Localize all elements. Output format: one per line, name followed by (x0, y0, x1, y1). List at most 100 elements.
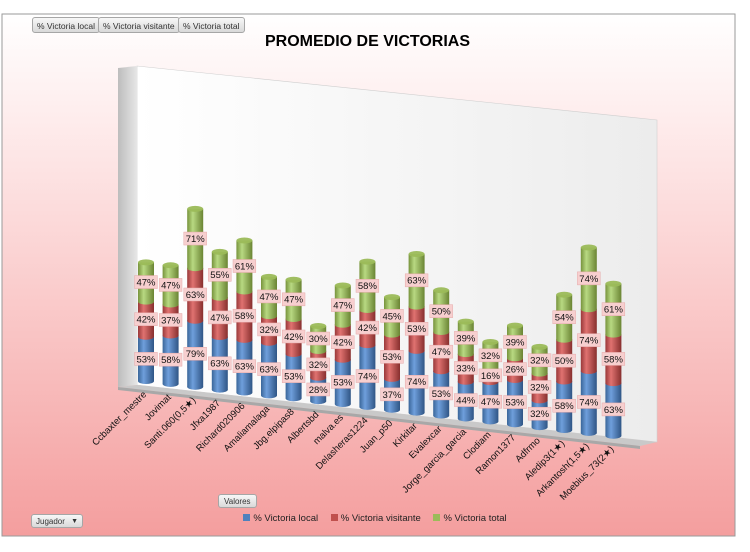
filter-visitante-button[interactable]: % Victoria visitante (98, 17, 180, 33)
data-label-box (257, 289, 281, 304)
bar-top-total (433, 287, 450, 294)
data-label-local: 74% (407, 377, 427, 388)
data-label-total: 74% (579, 274, 599, 285)
data-label-total: 61% (604, 305, 624, 316)
data-label-box (208, 310, 232, 325)
data-label-box (232, 308, 257, 323)
data-label-visitante: 32% (530, 382, 550, 393)
data-label-visitante: 42% (136, 315, 156, 326)
data-label-box (306, 382, 330, 397)
data-label-local: 63% (259, 364, 279, 375)
data-label-local: 53% (333, 377, 353, 388)
data-label-box (478, 394, 503, 409)
data-label-box (281, 329, 306, 344)
filter-total-button[interactable]: % Victoria total (178, 17, 245, 33)
data-label-box (331, 298, 355, 312)
data-label-visitante: 50% (555, 356, 575, 367)
data-label-local: 28% (309, 385, 329, 396)
data-label-total: 30% (309, 334, 329, 345)
data-label-total: 47% (284, 295, 304, 306)
data-label-visitante: 53% (407, 324, 427, 335)
data-label-local: 53% (505, 397, 525, 408)
bar-top-total (605, 280, 622, 287)
jugador-filter-dropdown[interactable]: Jugador ▼ (31, 514, 83, 528)
data-label-local: 63% (604, 405, 624, 416)
data-label-box (380, 350, 404, 364)
data-label-box (478, 368, 503, 383)
values-field-button[interactable]: Valores (218, 494, 257, 508)
side-wall (118, 66, 137, 387)
data-label-total: 47% (136, 277, 156, 288)
data-label-box (183, 287, 207, 302)
data-label-box (577, 395, 601, 409)
legend-item-total: % Victoria total (433, 513, 507, 524)
data-label-visitante: 32% (259, 325, 279, 336)
data-label-local: 63% (210, 359, 230, 370)
legend-item-local: % Victoria local (243, 513, 318, 524)
data-label-visitante: 47% (432, 347, 452, 358)
data-label-box (158, 278, 183, 292)
filter-local-button[interactable]: % Victoria local (32, 17, 100, 33)
data-label-local: 44% (456, 395, 476, 406)
data-label-box (404, 273, 429, 288)
chart-title: PROMEDIO DE VICTORIAS (264, 33, 471, 50)
bar-top-total (187, 205, 204, 212)
data-label-total: 32% (481, 351, 501, 362)
data-label-box (454, 361, 478, 375)
data-label-total: 47% (259, 292, 279, 303)
chart-floor (118, 385, 657, 446)
bar-top-total (236, 237, 253, 244)
data-label-total: 50% (432, 307, 452, 318)
data-label-total: 32% (530, 356, 550, 367)
data-label-total: 47% (333, 300, 353, 311)
data-label-visitante: 33% (456, 363, 476, 374)
data-label-total: 47% (161, 280, 181, 291)
bar-top-total (531, 343, 548, 350)
bar-top-total (482, 338, 499, 345)
data-label-box (281, 292, 306, 307)
data-label-box (158, 313, 183, 327)
data-label-box (183, 347, 207, 361)
data-label-local: 79% (186, 349, 206, 360)
data-label-visitante: 42% (358, 323, 378, 334)
data-label-box (552, 353, 576, 368)
bar-top-total (384, 294, 400, 301)
data-label-visitante: 32% (309, 360, 329, 371)
data-label-box (232, 359, 257, 373)
data-label-local: 47% (481, 397, 501, 408)
data-label-box (208, 268, 232, 282)
data-label-total: 58% (358, 281, 378, 292)
data-label-box (527, 353, 552, 368)
data-label-local: 53% (432, 389, 452, 400)
chevron-down-icon: ▼ (71, 518, 78, 525)
data-label-box (355, 279, 380, 293)
data-label-box (454, 393, 478, 407)
data-label-total: 71% (186, 234, 206, 245)
data-label-box (478, 348, 503, 363)
data-label-box (306, 357, 330, 372)
data-label-visitante: 37% (161, 315, 181, 326)
legend-swatch-visitante (330, 514, 338, 521)
data-label-local: 53% (284, 372, 304, 383)
bar-top-total (359, 258, 376, 265)
legend-label-local: % Victoria local (253, 513, 319, 524)
data-label-box (527, 380, 552, 394)
data-label-box (601, 402, 626, 417)
data-label-box (232, 259, 257, 273)
data-label-box (601, 352, 626, 366)
data-label-total: 63% (407, 276, 427, 287)
data-label-visitante: 53% (382, 352, 402, 363)
data-label-local: 63% (235, 362, 255, 373)
legend-swatch-total (433, 514, 441, 521)
data-label-visitante: 47% (210, 313, 230, 324)
data-label-box (601, 302, 626, 316)
data-label-box (503, 335, 527, 349)
data-label-visitante: 42% (333, 338, 353, 349)
data-label-local: 37% (382, 390, 402, 401)
data-label-box (331, 375, 355, 389)
bar-top-total (211, 248, 228, 255)
floor-front (118, 387, 640, 449)
data-label-total: 54% (555, 313, 575, 324)
data-label-box (281, 369, 306, 383)
